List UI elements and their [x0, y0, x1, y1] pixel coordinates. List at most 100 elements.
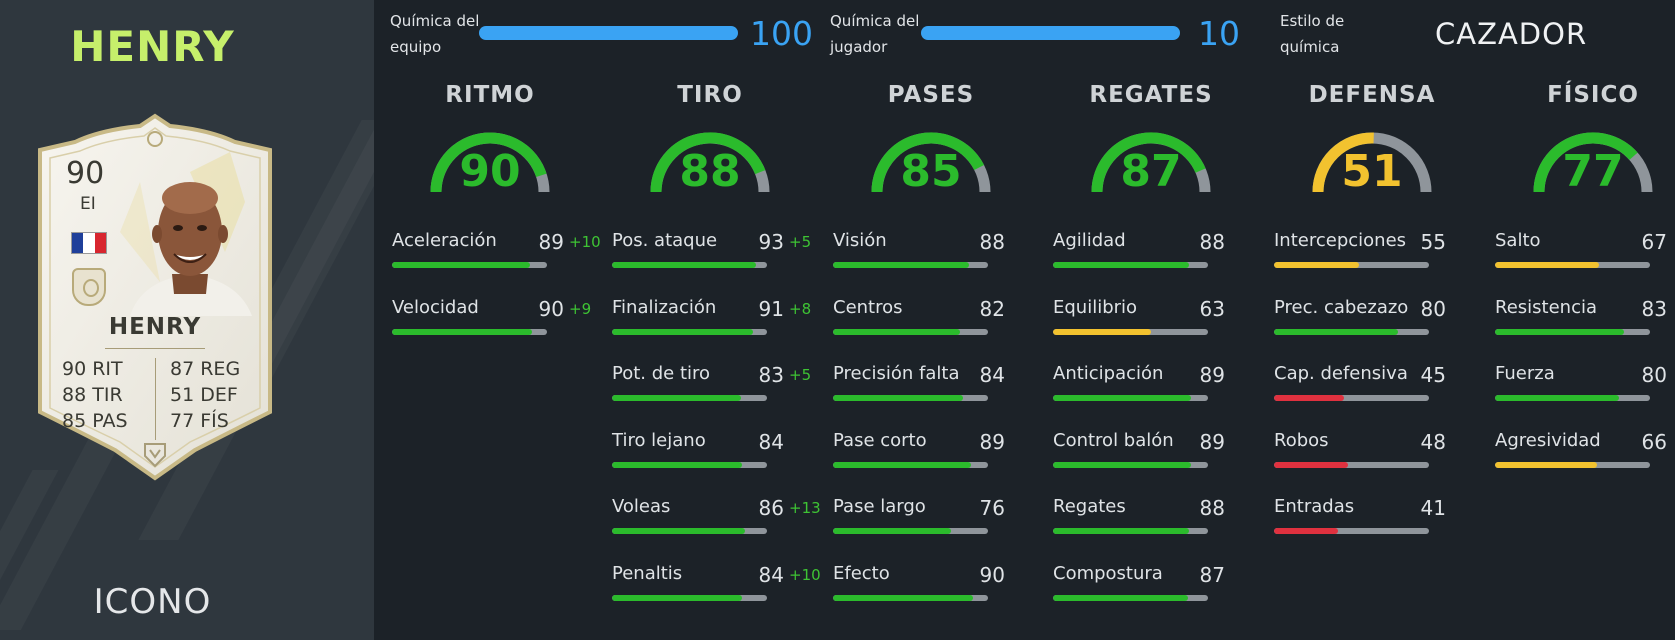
- stat-row[interactable]: Equilibrio 63: [1053, 297, 1249, 337]
- stat-row[interactable]: Penaltis 84 +10: [612, 562, 821, 603]
- card-stat: 90 RIT: [62, 358, 123, 380]
- stat-name: Entradas: [1274, 496, 1355, 517]
- stat-bar-fill: [1274, 395, 1344, 401]
- player-panel: HENRY 90 EI: [0, 0, 374, 640]
- category-rating: 77: [1562, 146, 1624, 197]
- stat-row[interactable]: Finalización 91 +8: [612, 297, 811, 337]
- stat-bar-fill: [1053, 594, 1188, 601]
- stat-name: Equilibrio: [1053, 296, 1138, 318]
- category-gauge: [1091, 132, 1211, 193]
- stat-bar: [612, 461, 767, 468]
- stat-row[interactable]: Pos. ataque 93 +5: [612, 230, 811, 270]
- stat-bar: [833, 262, 988, 268]
- stat-bar: [1274, 528, 1429, 534]
- stat-bar: [833, 395, 988, 401]
- stat-row[interactable]: Tiro lejano 84: [612, 430, 808, 470]
- category-rating: 88: [679, 146, 741, 197]
- stat-value: 80: [1641, 363, 1667, 387]
- stat-bar: [1274, 328, 1429, 335]
- card-divider: [155, 358, 156, 440]
- stat-name: Pase corto: [833, 429, 927, 451]
- category-title: TIRO: [677, 82, 743, 108]
- stat-name: Cap. defensiva: [1274, 363, 1408, 384]
- stat-bar-fill: [833, 528, 951, 534]
- category-rating: 51: [1341, 146, 1403, 197]
- stat-bar: [612, 528, 767, 534]
- stat-row[interactable]: Velocidad 90 +9: [392, 296, 591, 337]
- stat-value: 90: [538, 296, 564, 321]
- stat-bar-fill: [1274, 262, 1360, 268]
- stat-row[interactable]: Aceleración 89 +10: [392, 230, 601, 270]
- stat-value: 88: [1199, 230, 1225, 254]
- card-rating: 90: [66, 156, 105, 191]
- card-player-name: HENRY: [108, 314, 202, 340]
- stat-bar: [1274, 262, 1429, 268]
- gauge-fill: [1533, 132, 1638, 193]
- stat-bar-fill: [833, 461, 971, 468]
- stat-row[interactable]: Efecto 90: [833, 563, 1029, 603]
- stat-name: Velocidad: [392, 296, 479, 318]
- stat-row[interactable]: Prec. cabezazo 80: [1274, 297, 1470, 337]
- stat-name: Fuerza: [1495, 363, 1555, 384]
- category-rating: 85: [900, 146, 962, 197]
- category-title: PASES: [887, 82, 975, 108]
- stat-bar-fill: [1495, 328, 1624, 335]
- stat-name: Agresividad: [1495, 429, 1601, 451]
- stat-row[interactable]: Pase largo 76: [833, 496, 1029, 536]
- stat-name: Centros: [833, 296, 903, 318]
- stat-row[interactable]: Regates 88: [1053, 496, 1249, 536]
- stat-row[interactable]: Precisión falta 84: [833, 363, 1029, 403]
- stat-row[interactable]: Entradas 41: [1274, 496, 1470, 536]
- stat-row[interactable]: Agilidad 88: [1053, 230, 1249, 270]
- card-stat: 87 REG: [170, 358, 241, 380]
- stat-bar: [833, 461, 988, 468]
- chemistry-style-value[interactable]: CAZADOR: [1435, 17, 1588, 51]
- stat-bar-fill: [612, 528, 746, 534]
- stat-row[interactable]: Voleas 86 +13: [612, 496, 821, 536]
- icon-rarity-icon: [144, 443, 166, 468]
- stat-bar-fill: [1053, 395, 1191, 401]
- gauge-fill: [650, 132, 766, 193]
- stat-bar-fill: [612, 594, 743, 601]
- stat-name: Tiro lejano: [612, 429, 706, 451]
- stat-value: 84: [758, 562, 784, 587]
- stat-row[interactable]: Fuerza 80: [1495, 363, 1675, 403]
- stat-value: 83: [1641, 296, 1667, 321]
- stat-value: 45: [1420, 363, 1446, 387]
- stat-name: Pot. de tiro: [612, 363, 711, 384]
- stat-row[interactable]: Centros 82: [833, 297, 1029, 337]
- stat-bar: [1274, 395, 1429, 401]
- stat-row[interactable]: Robos 48: [1274, 430, 1470, 470]
- stat-row[interactable]: Visión 88: [833, 230, 1029, 270]
- stat-bar: [833, 328, 988, 335]
- stat-row[interactable]: Pot. de tiro 83 +5: [612, 363, 812, 403]
- stat-value: 89: [1199, 363, 1225, 387]
- category-title: FÍSICO: [1547, 82, 1639, 108]
- stat-bar-fill: [1495, 395, 1619, 401]
- stat-row[interactable]: Resistencia 83: [1495, 297, 1675, 337]
- stat-bar: [833, 594, 988, 601]
- stat-row[interactable]: Agresividad 66: [1495, 430, 1675, 470]
- stat-value: 86: [758, 496, 784, 520]
- stat-row[interactable]: Control balón 89: [1053, 430, 1249, 470]
- stat-bar-fill: [833, 395, 964, 401]
- player-card[interactable]: 90 EI HENRY 90 RIT 88 TIR 85 PAS: [30, 112, 280, 482]
- stat-bar-fill: [1274, 461, 1349, 468]
- stat-row[interactable]: Pase corto 89: [833, 430, 1029, 470]
- stat-bar-fill: [392, 262, 530, 268]
- stat-row[interactable]: Salto 67: [1495, 230, 1675, 270]
- gauge-fill: [1312, 132, 1374, 193]
- stat-row[interactable]: Anticipación 89: [1053, 363, 1249, 403]
- stat-row[interactable]: Intercepciones 55: [1274, 230, 1470, 270]
- stat-value: 63: [1199, 296, 1225, 321]
- france-flag-icon: [71, 232, 107, 254]
- stat-value: 89: [1199, 429, 1225, 454]
- stat-row[interactable]: Cap. defensiva 45: [1274, 363, 1470, 403]
- stat-name: Aceleración: [392, 230, 497, 251]
- stat-bar-fill: [1053, 328, 1151, 335]
- player-chemistry-label: Química del jugador: [830, 12, 920, 56]
- card-stat: 51 DEF: [170, 384, 238, 406]
- stat-value: 80: [1420, 296, 1446, 321]
- stat-row[interactable]: Compostura 87: [1053, 563, 1249, 603]
- stat-boost: +5: [789, 366, 812, 384]
